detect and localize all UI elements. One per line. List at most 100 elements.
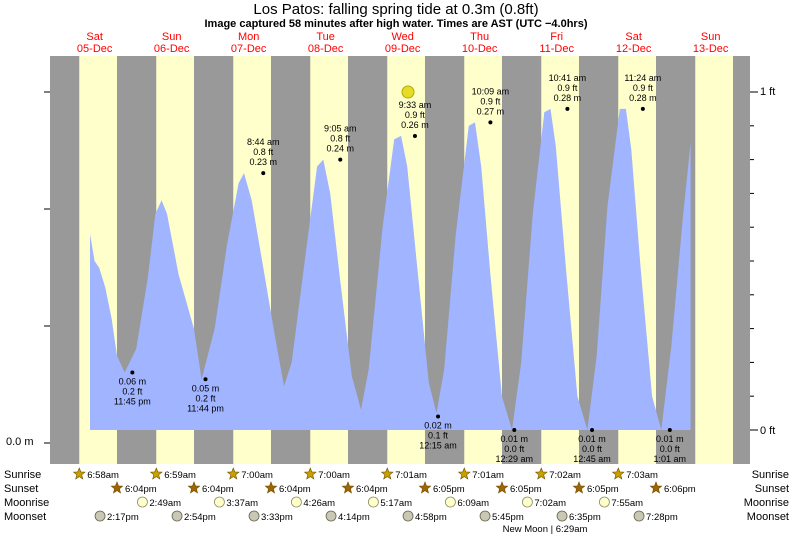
high-tide-time: 11:24 am	[624, 73, 661, 83]
day-name: Mon	[238, 31, 259, 43]
chart-title: Los Patos: falling spring tide at 0.3m (…	[253, 1, 538, 18]
low-tide-point	[590, 428, 595, 432]
moonset-icon	[248, 510, 260, 522]
day-date: 09-Dec	[385, 43, 421, 55]
day-date: 12-Dec	[616, 43, 652, 55]
high-tide-ft: 0.9 ft	[405, 110, 426, 120]
y-axis-left-label: 0.0 m	[6, 436, 34, 448]
high-tide-ft: 0.8 ft	[253, 147, 274, 157]
low-tide-ft: 0.2 ft	[195, 393, 216, 403]
moonset-icon	[479, 510, 491, 522]
sunset-icon	[110, 481, 124, 494]
sunrise-time: 7:00am	[318, 470, 350, 481]
low-tide-ft: 0.0 ft	[504, 444, 525, 454]
y-axis-right-bottom: 0 ft	[760, 425, 775, 437]
day-date: 10-Dec	[462, 43, 498, 55]
moonrise-icon	[522, 496, 533, 508]
moonrise-time: 3:37am	[226, 498, 258, 509]
low-tide-time: 12:45 am	[573, 454, 611, 464]
moonset-time: 2:54pm	[184, 512, 216, 523]
sunrise-time: 7:01am	[472, 470, 504, 481]
high-tide-ft: 0.8 ft	[330, 134, 351, 144]
moonset-time: 7:28pm	[646, 512, 678, 523]
moonset-icon	[94, 510, 106, 522]
high-tide-m: 0.28 m	[629, 93, 657, 103]
high-tide-time: 10:41 am	[549, 73, 587, 83]
high-tide-m: 0.27 m	[477, 106, 505, 116]
high-tide-point	[338, 157, 343, 162]
day-name: Sun	[701, 31, 721, 43]
axis-ticks	[44, 91, 758, 444]
now-marker-icon	[401, 85, 415, 99]
high-tide-m: 0.26 m	[401, 120, 429, 130]
low-tide-point	[512, 428, 517, 432]
moonset-icon	[556, 510, 568, 522]
low-tide-time: 12:15 am	[419, 440, 457, 450]
astro-row-label-right: Moonrise	[744, 497, 789, 509]
day-name: Tue	[316, 31, 335, 43]
moonset-icon	[325, 510, 337, 522]
high-tide-m: 0.24 m	[326, 144, 354, 154]
sunset-icon	[341, 481, 355, 494]
high-tide-point	[565, 106, 570, 111]
sunset-time: 6:05pm	[587, 484, 619, 495]
sunset-icon	[572, 481, 586, 494]
high-tide-m: 0.23 m	[249, 157, 277, 167]
sunset-icon	[418, 481, 432, 494]
tide-area: 8:44 am0.8 ft0.23 m9:05 am0.8 ft0.24 m9:…	[90, 73, 691, 464]
day-date: 05-Dec	[77, 43, 113, 55]
sunrise-icon	[534, 467, 548, 480]
low-tide-ft: 0.1 ft	[428, 430, 449, 440]
day-name: Wed	[391, 31, 413, 43]
low-tide-point	[130, 370, 135, 375]
sunrise-time: 7:01am	[395, 470, 427, 481]
moonset-time: 4:58pm	[415, 512, 447, 523]
chart-subtitle: Image captured 58 minutes after high wat…	[205, 18, 588, 30]
sunset-icon	[187, 481, 201, 494]
low-tide-ft: 0.0 ft	[582, 444, 603, 454]
high-tide-m: 0.28 m	[554, 93, 582, 103]
day-name: Sat	[86, 31, 103, 43]
sunset-icon	[649, 481, 663, 494]
low-tide-ft: 0.2 ft	[122, 387, 143, 397]
low-tide-time: 12:29 am	[496, 454, 534, 464]
sunrise-time: 6:59am	[164, 470, 196, 481]
low-tide-time: 1:01 am	[654, 454, 687, 464]
day-date: 08-Dec	[308, 43, 344, 55]
moonrise-time: 2:49am	[149, 498, 181, 509]
high-tide-point	[488, 120, 493, 125]
moonrise-time: 6:09am	[457, 498, 489, 509]
day-name: Fri	[550, 31, 563, 43]
high-tide-point	[412, 133, 417, 138]
sunset-icon	[264, 481, 278, 494]
moonrise-time: 7:02am	[534, 498, 566, 509]
high-tide-ft: 0.9 ft	[480, 96, 501, 106]
low-tide-m: 0.01 m	[578, 434, 606, 444]
high-tide-time: 9:33 am	[399, 100, 432, 110]
moonrise-time: 7:55am	[611, 498, 643, 509]
moonrise-icon	[599, 496, 610, 508]
high-tide-point	[640, 106, 645, 111]
low-tide-point	[436, 414, 441, 419]
day-date: 07-Dec	[231, 43, 267, 55]
daylight-band	[695, 56, 733, 464]
sunrise-icon	[303, 467, 317, 480]
moonrise-icon	[136, 496, 148, 508]
high-tide-ft: 0.9 ft	[633, 83, 654, 93]
sunrise-icon	[611, 467, 625, 480]
low-tide-m: 0.01 m	[656, 434, 684, 444]
sunrise-icon	[149, 467, 163, 480]
high-tide-time: 8:44 am	[247, 137, 280, 147]
low-tide-m: 0.05 m	[192, 383, 220, 393]
sunset-time: 6:04pm	[356, 484, 388, 495]
day-date: 06-Dec	[154, 43, 190, 55]
moonset-icon	[633, 510, 645, 522]
moonset-icon	[171, 510, 183, 522]
low-tide-m: 0.02 m	[424, 420, 452, 430]
high-tide-ft: 0.9 ft	[557, 83, 578, 93]
moonrise-icon	[213, 496, 225, 508]
low-tide-m: 0.01 m	[501, 434, 529, 444]
day-date: 13-Dec	[693, 43, 729, 55]
sunset-time: 6:04pm	[279, 484, 311, 495]
